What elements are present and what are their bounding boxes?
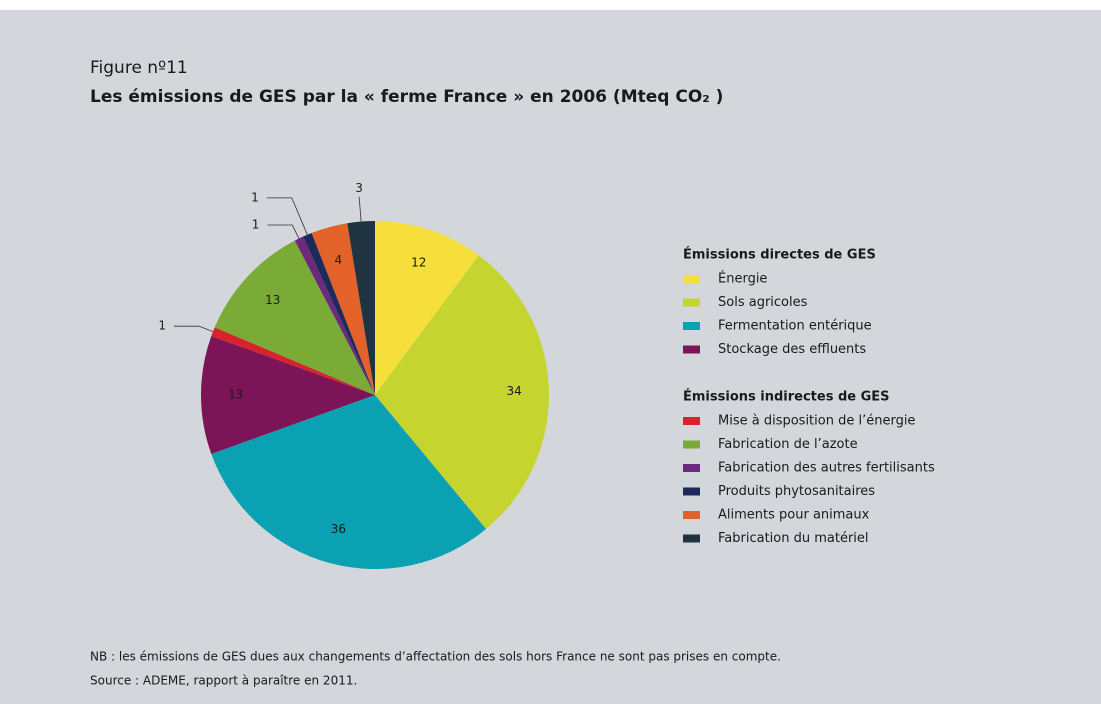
data-label: 12 xyxy=(411,255,426,269)
legend-swatch xyxy=(683,511,700,519)
pie-slice xyxy=(375,255,549,529)
legend-swatch xyxy=(683,298,700,307)
legend-swatch xyxy=(683,440,700,449)
legend-swatch xyxy=(683,322,700,330)
leader-line xyxy=(266,197,308,235)
data-label: 1 xyxy=(252,218,260,232)
pie-slice xyxy=(200,335,375,455)
chart-title: Les émissions de GES par la « ferme Fran… xyxy=(90,87,723,107)
legend-label: Fabrication de l’azote xyxy=(718,437,858,452)
legend-swatch xyxy=(683,417,700,425)
data-label: 36 xyxy=(331,522,346,536)
legend-label: Énergie xyxy=(718,271,767,287)
figure-label: Figure nº11 xyxy=(90,58,188,78)
data-label: 34 xyxy=(507,384,522,398)
pie-slice xyxy=(347,221,375,395)
pie-slice xyxy=(211,327,375,395)
data-label: 3 xyxy=(355,181,363,195)
legend-swatch xyxy=(683,464,700,472)
pie-slice xyxy=(311,223,375,395)
pie-slice xyxy=(375,221,479,395)
legend-swatch xyxy=(683,275,700,283)
data-label: 1 xyxy=(158,319,166,333)
leader-line xyxy=(173,325,214,333)
legend-label: Fermentation entérique xyxy=(718,319,872,334)
source: Source : ADEME, rapport à paraître en 20… xyxy=(90,674,357,688)
pie-slice xyxy=(294,236,375,395)
legend-label: Fabrication des autres fertilisants xyxy=(718,461,935,476)
panel xyxy=(0,10,1101,704)
legend-label: Produits phytosanitaires xyxy=(718,484,875,499)
data-label: 4 xyxy=(335,253,343,267)
legend-heading: Émissions indirectes de GES xyxy=(683,389,890,405)
data-label: 1 xyxy=(251,190,259,204)
legend-swatch xyxy=(683,345,700,354)
pie-slice xyxy=(303,232,375,395)
leader-line xyxy=(267,224,300,239)
note: NB : les émissions de GES dues aux chang… xyxy=(90,650,781,664)
legend-label: Sols agricoles xyxy=(718,295,808,310)
legend-label: Stockage des effluents xyxy=(718,342,866,357)
data-label: 13 xyxy=(228,388,243,402)
pie-slice xyxy=(214,240,375,395)
legend-label: Mise à disposition de l’énergie xyxy=(718,414,915,429)
legend-swatch xyxy=(683,534,700,543)
legend-label: Aliments pour animaux xyxy=(718,508,870,523)
legend-swatch xyxy=(683,487,700,496)
legend-label: Fabrication du matériel xyxy=(718,531,869,546)
legend-heading: Émissions directes de GES xyxy=(683,247,876,263)
leader-line xyxy=(358,196,362,222)
pie-slice xyxy=(211,395,487,569)
data-label: 13 xyxy=(265,293,280,307)
